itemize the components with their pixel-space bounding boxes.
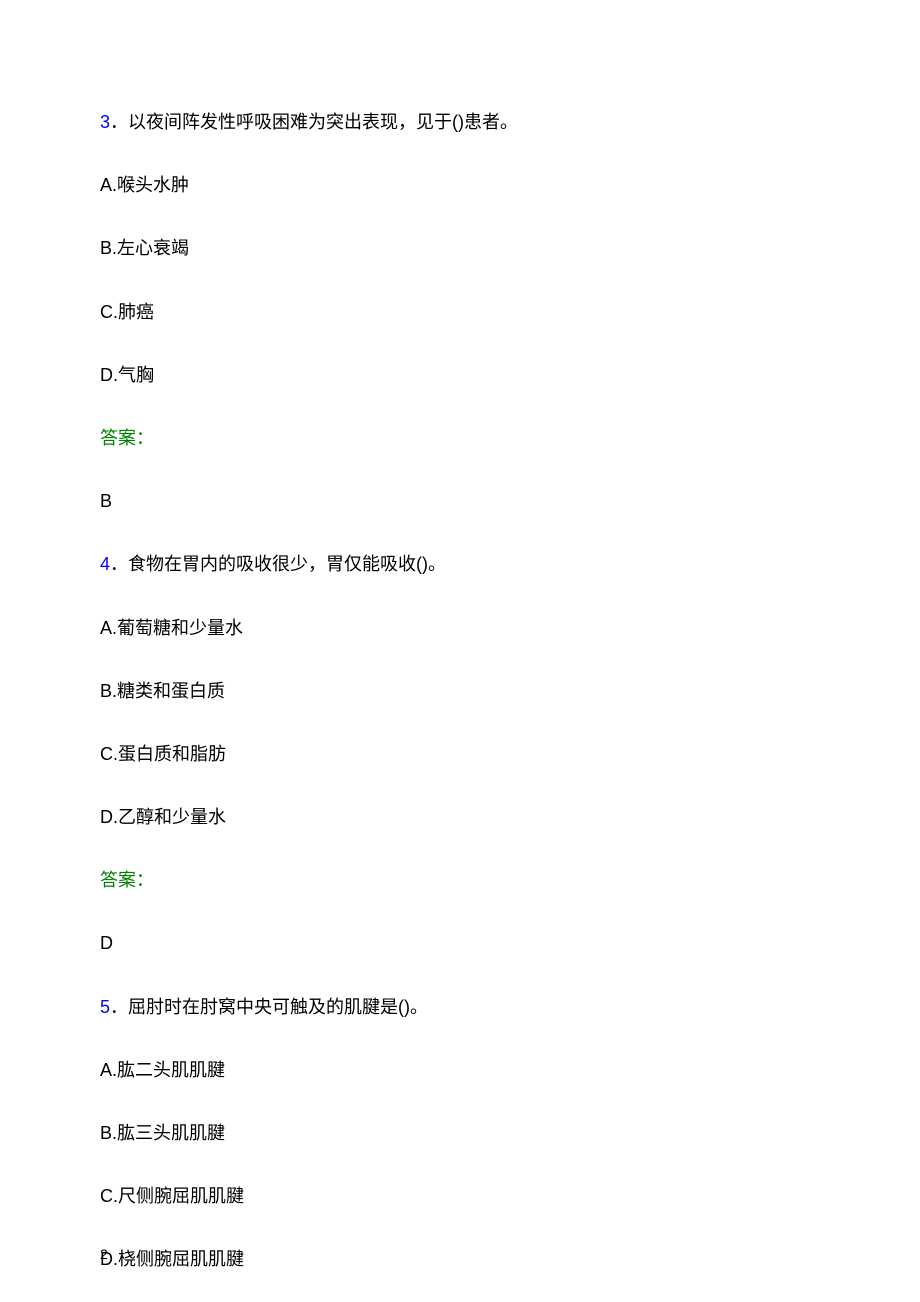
option-d: D.桡侧腕屈肌肌腱 (100, 1247, 820, 1272)
question-block-5: 5．屈肘时在肘窝中央可触及的肌腱是()。 A.肱二头肌肌腱 B.肱三头肌肌腱 C… (100, 995, 820, 1273)
page-number: 2 (100, 1246, 108, 1262)
question-separator: ． (110, 112, 128, 132)
option-c: C.蛋白质和脂肪 (100, 742, 820, 767)
question-separator: ． (110, 997, 128, 1017)
option-a: A.葡萄糖和少量水 (100, 616, 820, 641)
question-block-4: 4．食物在胃内的吸收很少，胃仅能吸收()。 A.葡萄糖和少量水 B.糖类和蛋白质… (100, 552, 820, 956)
question-text: 5．屈肘时在肘窝中央可触及的肌腱是()。 (100, 995, 820, 1020)
question-text: 3．以夜间阵发性呼吸困难为突出表现，见于()患者。 (100, 110, 820, 135)
question-number: 3 (100, 112, 110, 132)
question-stem: 以夜间阵发性呼吸困难为突出表现，见于()患者。 (128, 112, 518, 132)
question-number: 4 (100, 554, 110, 574)
answer-value: D (100, 931, 820, 956)
option-d: D.气胸 (100, 363, 820, 388)
option-a: A.喉头水肿 (100, 173, 820, 198)
answer-label: 答案： (100, 426, 820, 451)
question-stem: 食物在胃内的吸收很少，胃仅能吸收()。 (128, 554, 446, 574)
option-b: B.肱三头肌肌腱 (100, 1121, 820, 1146)
question-text: 4．食物在胃内的吸收很少，胃仅能吸收()。 (100, 552, 820, 577)
option-b: B.糖类和蛋白质 (100, 679, 820, 704)
option-c: C.肺癌 (100, 300, 820, 325)
option-a: A.肱二头肌肌腱 (100, 1058, 820, 1083)
question-separator: ． (110, 554, 128, 574)
question-number: 5 (100, 997, 110, 1017)
option-b: B.左心衰竭 (100, 236, 820, 261)
question-stem: 屈肘时在肘窝中央可触及的肌腱是()。 (128, 997, 428, 1017)
question-block-3: 3．以夜间阵发性呼吸困难为突出表现，见于()患者。 A.喉头水肿 B.左心衰竭 … (100, 110, 820, 514)
answer-label: 答案： (100, 868, 820, 893)
option-c: C.尺侧腕屈肌肌腱 (100, 1184, 820, 1209)
answer-value: B (100, 489, 820, 514)
document-content: 3．以夜间阵发性呼吸困难为突出表现，见于()患者。 A.喉头水肿 B.左心衰竭 … (0, 0, 920, 1273)
option-d: D.乙醇和少量水 (100, 805, 820, 830)
